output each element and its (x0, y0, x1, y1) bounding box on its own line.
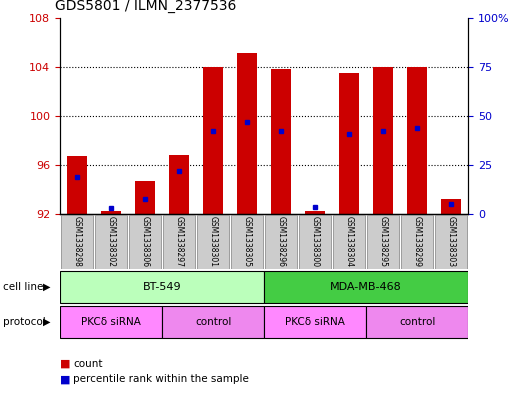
Text: percentile rank within the sample: percentile rank within the sample (73, 374, 249, 384)
Text: GSM1338299: GSM1338299 (413, 217, 422, 267)
Bar (299, 215, 332, 269)
Bar (265, 215, 298, 269)
Text: control: control (195, 317, 231, 327)
Bar (129, 215, 162, 269)
Text: GSM1338304: GSM1338304 (345, 217, 354, 268)
Text: GSM1338301: GSM1338301 (209, 217, 218, 267)
Text: GSM1338305: GSM1338305 (243, 217, 252, 268)
Bar (101, 211, 121, 214)
Text: GSM1338300: GSM1338300 (311, 217, 320, 268)
Bar (61, 215, 94, 269)
Text: ■: ■ (60, 374, 71, 384)
Text: GSM1338302: GSM1338302 (107, 217, 116, 267)
Bar (203, 67, 223, 214)
Bar (60, 307, 162, 338)
Bar (305, 211, 325, 214)
Bar (339, 73, 359, 214)
Text: ■: ■ (60, 358, 71, 369)
Text: GSM1338295: GSM1338295 (379, 217, 388, 267)
Bar (333, 215, 366, 269)
Bar (401, 215, 434, 269)
Bar (60, 271, 264, 303)
Bar (435, 215, 468, 269)
Bar (162, 307, 264, 338)
Text: ▶: ▶ (43, 317, 51, 327)
Bar (95, 215, 128, 269)
Bar (441, 199, 461, 214)
Text: PKCδ siRNA: PKCδ siRNA (285, 317, 345, 327)
Text: GDS5801 / ILMN_2377536: GDS5801 / ILMN_2377536 (55, 0, 236, 13)
Text: GSM1338296: GSM1338296 (277, 217, 286, 267)
Bar (367, 215, 400, 269)
Text: count: count (73, 358, 103, 369)
Bar (264, 271, 468, 303)
Bar (67, 156, 87, 214)
Bar (231, 215, 264, 269)
Bar (373, 67, 393, 214)
Text: control: control (399, 317, 435, 327)
Bar (271, 69, 291, 214)
Text: BT-549: BT-549 (143, 282, 181, 292)
Bar (197, 215, 230, 269)
Bar (163, 215, 196, 269)
Text: PKCδ siRNA: PKCδ siRNA (81, 317, 141, 327)
Text: GSM1338297: GSM1338297 (175, 217, 184, 267)
Bar (135, 181, 155, 214)
Text: MDA-MB-468: MDA-MB-468 (330, 282, 402, 292)
Text: GSM1338306: GSM1338306 (141, 217, 150, 268)
Bar (237, 53, 257, 214)
Text: GSM1338298: GSM1338298 (73, 217, 82, 267)
Text: ▶: ▶ (43, 282, 51, 292)
Bar (169, 155, 189, 214)
Bar (264, 307, 366, 338)
Bar (366, 307, 468, 338)
Text: GSM1338303: GSM1338303 (447, 217, 456, 268)
Text: protocol: protocol (3, 317, 46, 327)
Text: cell line: cell line (3, 282, 43, 292)
Bar (407, 67, 427, 214)
